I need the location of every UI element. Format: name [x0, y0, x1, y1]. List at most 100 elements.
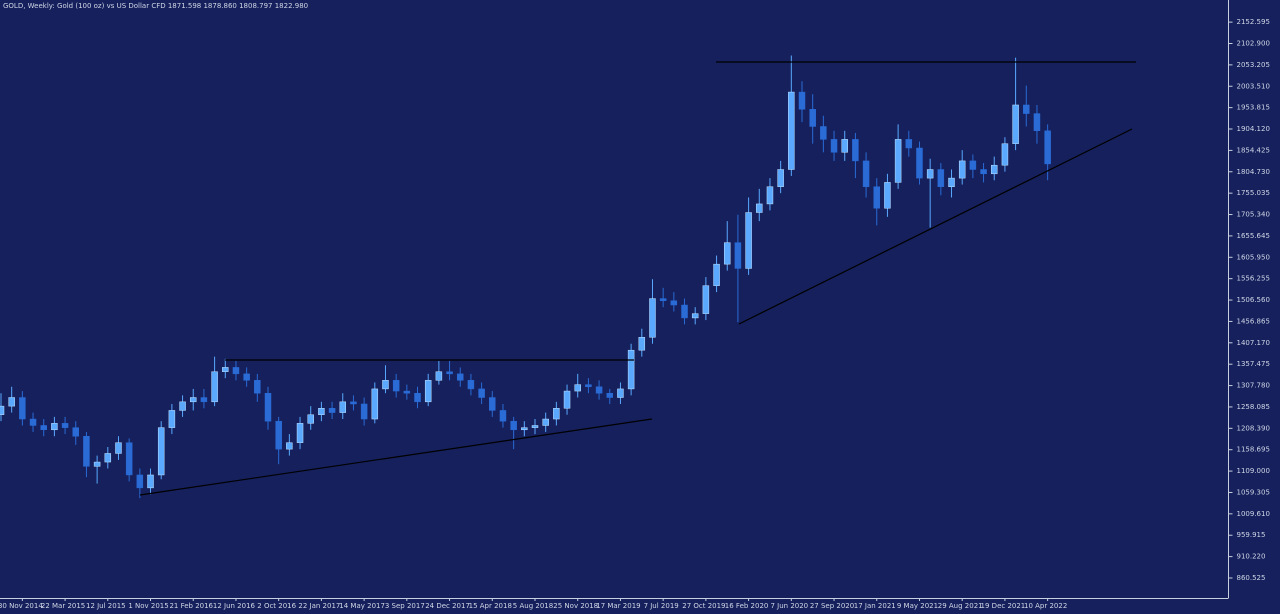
candle-body — [456, 373, 464, 381]
candle-body — [19, 397, 26, 420]
x-tick-label: 7 Jun 2020 — [770, 602, 808, 610]
candle-body — [745, 212, 752, 269]
candle-body — [371, 388, 379, 420]
candle-body — [275, 420, 282, 450]
y-tick-label: 1556.255 — [1237, 275, 1270, 283]
y-tick-label: 959.915 — [1237, 531, 1266, 539]
candle-body — [1012, 104, 1019, 144]
candle-body — [841, 139, 848, 153]
candle-body — [414, 392, 421, 403]
candle-body — [382, 380, 389, 390]
candle-body — [606, 392, 614, 398]
candle-body — [1044, 130, 1051, 165]
candle-body — [542, 418, 549, 426]
y-tick-label: 1357.475 — [1237, 360, 1270, 368]
candle-body — [392, 380, 400, 392]
y-tick-label: 1307.780 — [1237, 382, 1270, 390]
candle-body — [702, 285, 710, 314]
x-tick-label: 2 Oct 2016 — [257, 602, 296, 610]
candle-body — [0, 405, 5, 415]
x-tick-label: 24 Dec 2017 — [425, 602, 470, 610]
candle-body — [788, 91, 795, 170]
candle-body — [830, 139, 838, 153]
candle-body — [307, 414, 314, 424]
candle-body — [894, 139, 902, 183]
candle-body — [168, 410, 176, 428]
y-tick-label: 1506.560 — [1237, 296, 1270, 304]
candle-body — [147, 474, 154, 489]
candle-body — [862, 160, 870, 187]
x-tick-label: 17 Mar 2019 — [596, 602, 640, 610]
candle-body — [29, 418, 37, 426]
candle-body — [916, 147, 923, 179]
candle-body — [200, 397, 208, 403]
y-tick-label: 1804.730 — [1237, 168, 1270, 176]
candle-body — [8, 397, 15, 407]
candle-body — [339, 401, 347, 413]
y-tick-label: 1953.815 — [1237, 104, 1270, 112]
x-tick-label: 3 Sep 2017 — [385, 602, 425, 610]
candle-body — [489, 397, 496, 411]
candle-body — [723, 242, 731, 265]
y-tick-label: 1904.120 — [1237, 125, 1270, 133]
candle-body — [478, 388, 485, 398]
candle-body — [969, 160, 977, 170]
candle-body — [553, 408, 560, 420]
candle-body — [713, 263, 720, 286]
x-tick-label: 25 Nov 2018 — [553, 602, 598, 610]
candle-body — [435, 371, 443, 381]
candle-body — [926, 169, 934, 179]
x-tick-label: 12 Jul 2015 — [86, 602, 126, 610]
candle-body — [734, 242, 742, 269]
x-tick-label: 30 Nov 2014 — [0, 602, 43, 610]
candle-body — [905, 139, 913, 149]
chart-title: GOLD, Weekly: Gold (100 oz) vs US Dollar… — [3, 2, 308, 10]
x-tick-label: 16 Feb 2020 — [725, 602, 769, 610]
x-tick-label: 7 Jul 2019 — [644, 602, 679, 610]
candle-body — [211, 371, 218, 403]
candle-body — [157, 427, 165, 476]
candle-body — [296, 423, 304, 443]
candle-body — [521, 427, 528, 431]
candle-body — [93, 461, 101, 467]
y-tick-label: 2003.510 — [1237, 82, 1270, 90]
x-tick-label: 22 Mar 2015 — [41, 602, 85, 610]
candle-body — [232, 367, 240, 375]
x-tick-label: 5 Aug 2018 — [513, 602, 553, 610]
candle-body — [531, 425, 539, 428]
candle-body — [83, 435, 90, 467]
candle-body — [820, 126, 827, 140]
x-tick-label: 12 Jun 2016 — [213, 602, 256, 610]
candle-body — [115, 442, 122, 454]
candle-body — [104, 453, 112, 463]
candle-body — [264, 392, 272, 422]
candle-body — [638, 337, 646, 351]
trend-line — [139, 418, 653, 496]
y-tick-label: 2053.205 — [1237, 61, 1270, 69]
y-tick-label: 1705.340 — [1237, 211, 1270, 219]
candle-body — [670, 300, 678, 306]
x-tick-label: 19 Dec 2021 — [981, 602, 1026, 610]
candle-body — [563, 390, 571, 409]
candle-body — [585, 384, 592, 388]
candle-body — [499, 410, 507, 422]
candle-body — [595, 386, 603, 394]
y-tick-label: 1456.865 — [1237, 317, 1270, 325]
candle-body — [937, 169, 945, 187]
x-tick-label: 17 Jan 2021 — [854, 602, 896, 610]
candle-body — [243, 373, 250, 381]
candle-body — [360, 403, 368, 420]
candle-body — [948, 177, 955, 187]
candle-body — [189, 397, 197, 403]
candle-body — [681, 304, 688, 319]
x-tick-label: 27 Sep 2020 — [810, 602, 854, 610]
candle-body — [318, 408, 325, 415]
candle-body — [125, 442, 133, 476]
candle-body — [446, 371, 453, 375]
y-tick-label: 1059.305 — [1237, 488, 1270, 496]
x-tick-label: 15 Apr 2018 — [469, 602, 512, 610]
y-tick-label: 860.525 — [1237, 574, 1266, 582]
candle-body — [51, 423, 58, 431]
candle-body — [766, 186, 774, 205]
